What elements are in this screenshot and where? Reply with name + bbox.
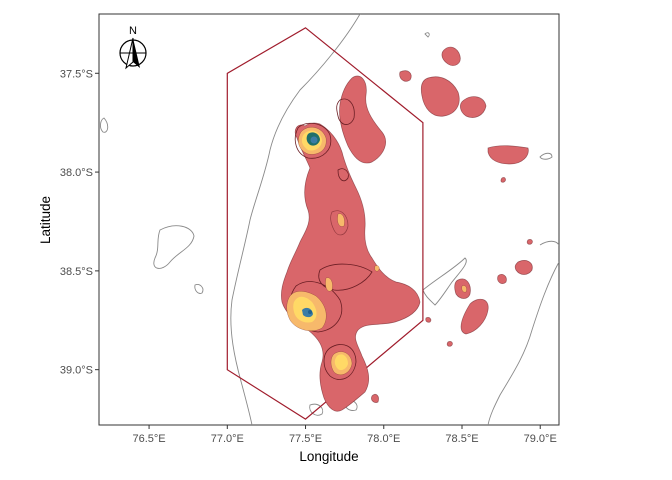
density-small-patch-4 bbox=[500, 177, 506, 183]
north-arrow: N bbox=[119, 25, 147, 70]
x-tick-label: 77.0°E bbox=[211, 433, 244, 445]
y-axis-title: Latitude bbox=[38, 196, 53, 244]
y-tick-label: 39.0°S bbox=[60, 365, 93, 377]
x-axis-title: Longitude bbox=[299, 449, 358, 464]
density-main-body bbox=[281, 122, 421, 412]
density-east-patch-8 bbox=[514, 260, 533, 275]
density-east-patch-7 bbox=[497, 274, 507, 284]
density-north-lobe bbox=[339, 75, 386, 164]
density-small-patch-2 bbox=[446, 341, 453, 347]
y-tick-label: 38.0°S bbox=[60, 167, 93, 179]
y-tick-label: 38.5°S bbox=[60, 266, 93, 278]
density-small-patch-3 bbox=[526, 239, 533, 245]
density-east-patch-6 bbox=[460, 298, 489, 335]
density-northeast-patch bbox=[399, 70, 412, 82]
x-tick-label: 78.0°E bbox=[367, 433, 400, 445]
density-core-layer bbox=[302, 132, 320, 318]
density-small-patch-1 bbox=[425, 317, 432, 323]
density-east-patch-1 bbox=[420, 76, 460, 117]
density-east-patch-4 bbox=[487, 145, 529, 165]
x-tick-label: 78.5°E bbox=[445, 433, 478, 445]
density-east-patch-2 bbox=[441, 46, 461, 66]
study-area-boundary bbox=[226, 27, 424, 420]
y-axis-ticks: 37.5°S 38.0°S 38.5°S 39.0°S bbox=[60, 68, 99, 377]
x-tick-label: 77.5°E bbox=[289, 433, 322, 445]
x-axis-ticks: 76.5°E 77.0°E 77.5°E 78.0°E 78.5°E 79.0°E bbox=[132, 425, 557, 445]
y-tick-label: 37.5°S bbox=[60, 68, 93, 80]
density-east-patch-3 bbox=[460, 96, 487, 118]
x-tick-label: 79.0°E bbox=[524, 433, 557, 445]
x-tick-label: 76.5°E bbox=[132, 433, 165, 445]
density-south-patch bbox=[371, 394, 379, 403]
north-label: N bbox=[129, 25, 137, 37]
